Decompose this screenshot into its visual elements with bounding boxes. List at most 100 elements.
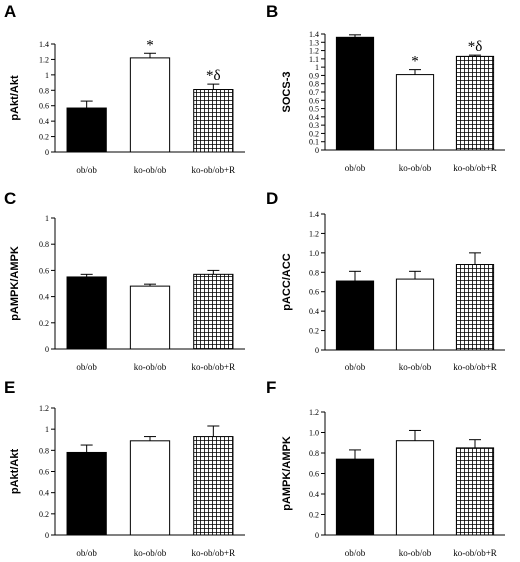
panel-letter: F [266,378,276,397]
panel-letter: B [266,2,278,21]
y-tick-label: 0.6 [39,468,49,477]
y-tick-label: 1.4 [39,40,49,49]
bar-hatched [193,89,234,153]
y-tick-label: 0 [315,146,319,155]
x-category-label: ob/ob [76,548,97,558]
y-tick-label: 0.4 [309,490,319,499]
y-axis-label: pAkt/Akt [9,75,21,121]
y-tick-label: 0 [315,346,319,355]
bar-black [66,451,107,536]
bar-black [335,36,375,151]
y-tick-label: 0.6 [309,470,319,479]
y-tick-label: 0.4 [309,113,319,122]
y-tick-label: 0.2 [39,510,49,519]
y-tick-label: 0.6 [39,266,49,275]
y-axis-label: pACC/ACC [281,253,293,310]
x-category-label: ko-ob/ob [134,165,167,175]
bar-black [66,107,107,153]
y-tick-label: 1 [45,71,49,80]
y-tick-label: 1.3 [309,38,319,47]
y-tick-label: 0.7 [309,88,319,97]
y-tick-label: 1.0 [309,249,319,258]
y-tick-label: 0.2 [39,319,49,328]
y-tick-label: 0.1 [309,138,319,147]
significance-marker: * [411,54,419,70]
panel-letter: C [4,189,16,208]
x-category-label: ko-ob/ob [399,362,432,372]
y-tick-label: 1 [315,63,319,72]
y-tick-label: 0.9 [309,71,319,80]
y-tick-label: 0 [45,531,49,540]
y-tick-label: 0.8 [39,446,49,455]
x-category-label: ob/ob [345,548,366,558]
x-category-label: ko-ob/ob+R [453,548,497,558]
y-tick-label: 1.2 [309,408,319,417]
bar-white [129,440,171,536]
y-axis-label: pAMPK/AMPK [9,246,21,321]
panel-letter: A [4,2,16,21]
bar-white [395,278,435,351]
bar-hatched [455,55,495,151]
bar-black [335,280,375,351]
y-tick-label: 0.6 [309,288,319,297]
y-tick-label: 1.0 [309,429,319,438]
bar-black [335,458,375,536]
y-tick-label: 0.4 [309,307,319,316]
y-tick-label: 0.2 [39,133,49,142]
y-tick-label: 0.6 [309,96,319,105]
x-category-label: ob/ob [345,362,366,372]
x-category-label: ko-ob/ob [134,362,167,372]
x-category-label: ko-ob/ob+R [192,362,236,372]
y-tick-label: 0.3 [309,121,319,130]
y-tick-label: 0.2 [309,129,319,138]
y-axis-label: pAMPK/AMPK [281,436,293,511]
x-category-label: ko-ob/ob [399,163,432,173]
y-tick-label: 0.6 [39,102,49,111]
y-tick-label: 0.4 [39,489,49,498]
y-tick-label: 1.2 [309,47,319,56]
y-tick-label: 1.4 [309,30,319,39]
y-tick-label: 1 [45,214,49,223]
bar-white [129,285,171,350]
y-tick-label: 0.5 [309,105,319,114]
x-category-label: ko-ob/ob+R [453,163,497,173]
x-category-label: ob/ob [345,163,366,173]
x-category-label: ko-ob/ob [134,548,167,558]
significance-marker: * [146,37,154,53]
y-tick-label: 0.8 [309,80,319,89]
bar-hatched [455,264,495,351]
y-tick-label: 1.1 [309,55,319,64]
y-axis-label: pAkt/Akt [9,449,21,495]
y-axis-label: SOCS-3 [281,72,293,113]
bar-black [66,276,107,350]
y-tick-label: 0 [45,148,49,157]
x-category-label: ob/ob [76,362,97,372]
y-tick-label: 0.2 [309,327,319,336]
bar-white [395,440,435,536]
bar-white [129,57,171,153]
y-tick-label: 0.4 [39,117,49,126]
y-tick-label: 0.8 [39,86,49,95]
y-tick-label: 0.8 [309,268,319,277]
y-tick-label: 0 [45,345,49,354]
y-tick-label: 0 [315,531,319,540]
y-tick-label: 1 [45,425,49,434]
y-tick-label: 1.2 [39,55,49,64]
panel-b: BSOCS-300.10.20.30.40.50.60.70.80.911.11… [266,2,505,173]
y-tick-label: 0.4 [39,293,49,302]
panel-letter: E [4,378,15,397]
x-category-label: ko-ob/ob+R [192,548,236,558]
bar-hatched [193,436,234,536]
y-tick-label: 1.2 [39,404,49,413]
y-tick-label: 1.4 [309,210,319,219]
y-tick-label: 1.2 [309,229,319,238]
x-category-label: ob/ob [76,165,97,175]
x-category-label: ko-ob/ob+R [453,362,497,372]
